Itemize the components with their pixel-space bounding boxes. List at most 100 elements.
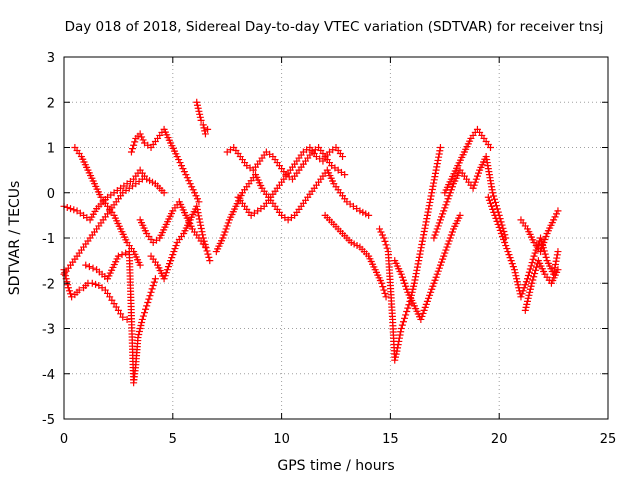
data-point — [376, 225, 384, 233]
data-point — [397, 325, 405, 332]
data-point — [448, 183, 456, 191]
data-point — [401, 279, 409, 287]
data-point — [471, 178, 479, 186]
data-point — [530, 273, 538, 281]
data-point — [404, 304, 412, 312]
grid-lines — [64, 57, 608, 419]
data-points — [60, 98, 562, 387]
data-point — [539, 242, 547, 250]
data-point — [89, 264, 97, 272]
y-tick-label: 3 — [47, 51, 55, 66]
series-arc-17 — [430, 153, 510, 242]
y-tick-label: 0 — [47, 187, 55, 202]
data-point — [429, 282, 437, 290]
data-point — [491, 198, 499, 206]
data-point — [433, 225, 441, 233]
data-point — [430, 179, 438, 187]
y-tick-label: -3 — [42, 323, 55, 338]
data-point — [114, 252, 122, 260]
data-point — [203, 247, 211, 255]
data-point — [523, 300, 531, 308]
data-point — [420, 306, 428, 314]
data-point — [425, 205, 433, 213]
data-point — [380, 286, 388, 294]
data-point — [64, 284, 72, 292]
data-point — [397, 328, 405, 336]
data-point — [529, 276, 537, 284]
data-point — [204, 250, 212, 258]
data-point — [485, 196, 493, 204]
data-point — [178, 162, 186, 170]
data-point — [200, 124, 208, 132]
data-point — [530, 252, 538, 260]
data-point — [150, 278, 158, 286]
data-point — [523, 275, 531, 283]
data-point — [402, 311, 410, 319]
data-point — [394, 341, 402, 349]
data-point — [491, 211, 499, 219]
data-point — [417, 315, 425, 323]
series-arc-16 — [441, 125, 494, 197]
data-point — [456, 211, 464, 219]
series-arc-6 — [127, 125, 203, 206]
data-point — [199, 234, 207, 242]
data-point — [141, 309, 149, 317]
data-point — [196, 218, 204, 226]
data-point — [417, 244, 425, 252]
data-point — [382, 241, 390, 249]
data-point — [75, 286, 83, 294]
series-arc-7 — [136, 198, 209, 251]
data-point — [441, 204, 449, 212]
data-point — [435, 219, 443, 227]
y-axis-label: SDTVAR / TECUs — [7, 181, 23, 296]
data-point — [148, 285, 156, 293]
data-point — [136, 261, 144, 269]
data-point — [170, 248, 178, 256]
data-point — [484, 193, 492, 201]
data-point — [401, 314, 409, 322]
data-point — [492, 202, 500, 210]
data-point — [381, 237, 389, 245]
data-point — [396, 331, 404, 339]
data-point — [554, 207, 562, 215]
data-point — [438, 213, 446, 221]
data-point — [175, 156, 183, 164]
data-point — [423, 211, 431, 219]
data-point — [504, 248, 512, 256]
data-point — [448, 228, 456, 236]
data-point — [427, 195, 435, 203]
data-point — [431, 173, 439, 181]
data-point — [219, 234, 227, 242]
series-arc-15 — [391, 211, 464, 323]
data-point — [422, 221, 430, 229]
data-point — [145, 295, 153, 303]
data-point — [61, 272, 69, 280]
data-point — [529, 255, 537, 263]
data-point — [541, 236, 549, 244]
data-point — [176, 159, 184, 167]
data-point — [136, 130, 144, 138]
data-point — [379, 283, 387, 291]
data-point — [199, 121, 207, 129]
data-point — [193, 202, 201, 210]
data-point — [518, 290, 526, 298]
data-point — [67, 205, 75, 213]
data-point — [428, 186, 436, 194]
data-point — [220, 231, 228, 239]
data-point — [444, 240, 452, 248]
data-point — [553, 210, 561, 218]
data-point — [527, 282, 535, 290]
data-point — [164, 263, 172, 271]
data-point — [447, 231, 455, 239]
data-point — [431, 231, 439, 239]
data-point — [402, 282, 410, 290]
data-point — [119, 313, 127, 321]
data-point — [138, 175, 146, 183]
data-point — [538, 245, 546, 253]
data-point — [432, 228, 440, 236]
series-arc-1 — [60, 266, 131, 323]
data-point — [433, 160, 441, 168]
data-point — [423, 297, 431, 305]
data-point — [507, 257, 515, 265]
data-point — [436, 216, 444, 224]
